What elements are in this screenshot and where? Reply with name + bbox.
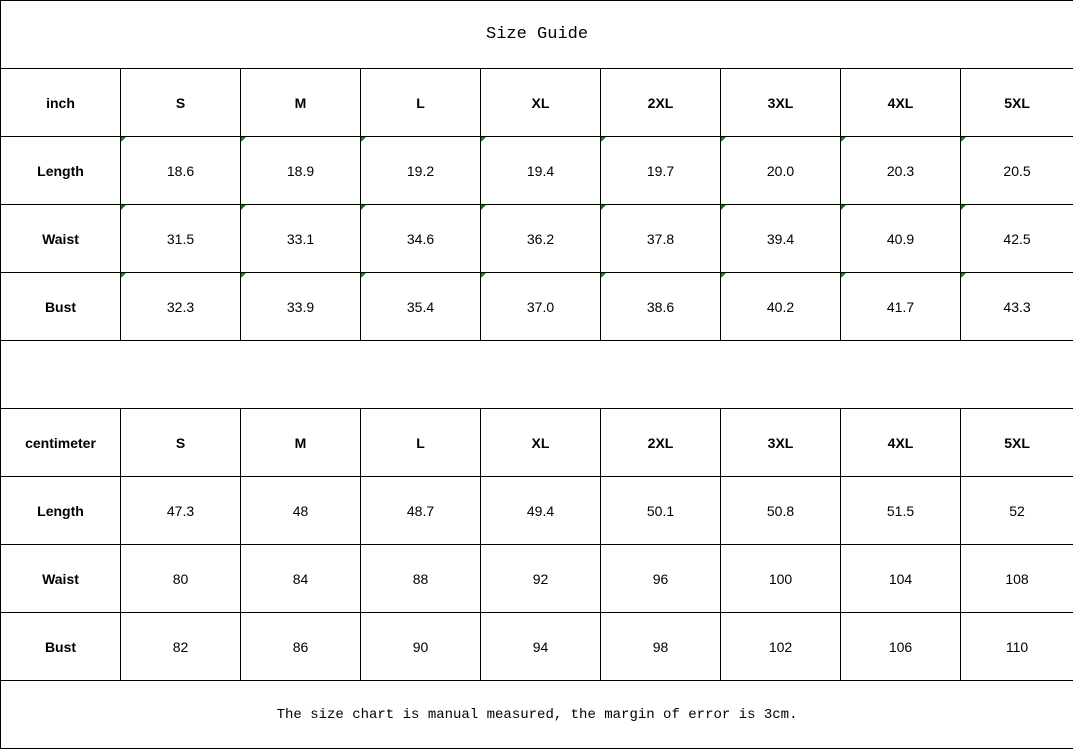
- value-cell: 106: [840, 612, 961, 681]
- value-cell: 51.5: [840, 476, 961, 545]
- size-header: XL: [480, 408, 601, 477]
- value-cell: 96: [600, 544, 721, 613]
- value-cell: 48: [240, 476, 361, 545]
- size-header: 5XL: [959, 68, 1073, 137]
- value-cell: 20.0: [720, 136, 841, 205]
- value-cell: 20.5: [959, 136, 1073, 205]
- size-header: L: [360, 408, 481, 477]
- value-cell: 88: [360, 544, 481, 613]
- value-cell: 80: [120, 544, 241, 613]
- value-cell: 49.4: [480, 476, 601, 545]
- inch-header-row: inch S M L XL 2XL 3XL 4XL 5XL: [0, 68, 1073, 137]
- value-cell: 42.5: [959, 204, 1073, 273]
- table-row: Bust 82 86 90 94 98 102 106 110: [0, 612, 1073, 681]
- value-cell: 108: [959, 544, 1073, 613]
- size-header: M: [240, 68, 361, 137]
- value-cell: 33.1: [240, 204, 361, 273]
- value-cell: 18.9: [240, 136, 361, 205]
- empty-cell: [0, 340, 1073, 409]
- value-cell: 19.7: [600, 136, 721, 205]
- size-header: 2XL: [600, 68, 721, 137]
- value-cell: 52: [959, 476, 1073, 545]
- value-cell: 19.4: [480, 136, 601, 205]
- note-text: The size chart is manual measured, the m…: [0, 680, 1073, 749]
- row-label: Length: [0, 136, 121, 205]
- size-header: XL: [480, 68, 601, 137]
- note-row: The size chart is manual measured, the m…: [0, 680, 1073, 749]
- value-cell: 94: [480, 612, 601, 681]
- value-cell: 33.9: [240, 272, 361, 341]
- value-cell: 40.2: [720, 272, 841, 341]
- value-cell: 18.6: [120, 136, 241, 205]
- value-cell: 50.8: [720, 476, 841, 545]
- value-cell: 43.3: [959, 272, 1073, 341]
- row-label: Length: [0, 476, 121, 545]
- unit-label: centimeter: [0, 408, 121, 477]
- value-cell: 20.3: [840, 136, 961, 205]
- size-header: S: [120, 408, 241, 477]
- value-cell: 39.4: [720, 204, 841, 273]
- value-cell: 102: [720, 612, 841, 681]
- size-header: 5XL: [959, 408, 1073, 477]
- value-cell: 104: [840, 544, 961, 613]
- value-cell: 32.3: [120, 272, 241, 341]
- value-cell: 37.0: [480, 272, 601, 341]
- size-header: 2XL: [600, 408, 721, 477]
- size-header: S: [120, 68, 241, 137]
- value-cell: 84: [240, 544, 361, 613]
- value-cell: 31.5: [120, 204, 241, 273]
- table-row: Bust 32.3 33.9 35.4 37.0 38.6 40.2 41.7 43.3: [0, 272, 1073, 341]
- table-row: Length 18.6 18.9 19.2 19.4 19.7 20.0 20.3 20.5: [0, 136, 1073, 205]
- size-header: L: [360, 68, 481, 137]
- value-cell: 38.6: [600, 272, 721, 341]
- table-title: Size Guide: [0, 0, 1073, 69]
- value-cell: 37.8: [600, 204, 721, 273]
- value-cell: 86: [240, 612, 361, 681]
- size-header: 3XL: [720, 68, 841, 137]
- value-cell: 47.3: [120, 476, 241, 545]
- row-label: Bust: [0, 612, 121, 681]
- value-cell: 100: [720, 544, 841, 613]
- row-label: Waist: [0, 544, 121, 613]
- value-cell: 48.7: [360, 476, 481, 545]
- value-cell: 41.7: [840, 272, 961, 341]
- value-cell: 34.6: [360, 204, 481, 273]
- value-cell: 19.2: [360, 136, 481, 205]
- size-header: M: [240, 408, 361, 477]
- centimeter-header-row: centimeter S M L XL 2XL 3XL 4XL 5XL: [0, 408, 1073, 477]
- value-cell: 110: [959, 612, 1073, 681]
- unit-label: inch: [0, 68, 121, 137]
- size-header: 4XL: [840, 68, 961, 137]
- value-cell: 90: [360, 612, 481, 681]
- size-header: 4XL: [840, 408, 961, 477]
- spacer-row: [0, 340, 1073, 409]
- row-label: Bust: [0, 272, 121, 341]
- value-cell: 50.1: [600, 476, 721, 545]
- value-cell: 40.9: [840, 204, 961, 273]
- size-header: 3XL: [720, 408, 841, 477]
- value-cell: 82: [120, 612, 241, 681]
- table-row: Length 47.3 48 48.7 49.4 50.1 50.8 51.5 52: [0, 476, 1073, 545]
- table-row: Waist 31.5 33.1 34.6 36.2 37.8 39.4 40.9 42.5: [0, 204, 1073, 273]
- table-row: Waist 80 84 88 92 96 100 104 108: [0, 544, 1073, 613]
- value-cell: 92: [480, 544, 601, 613]
- value-cell: 98: [600, 612, 721, 681]
- row-label: Waist: [0, 204, 121, 273]
- value-cell: 36.2: [480, 204, 601, 273]
- value-cell: 35.4: [360, 272, 481, 341]
